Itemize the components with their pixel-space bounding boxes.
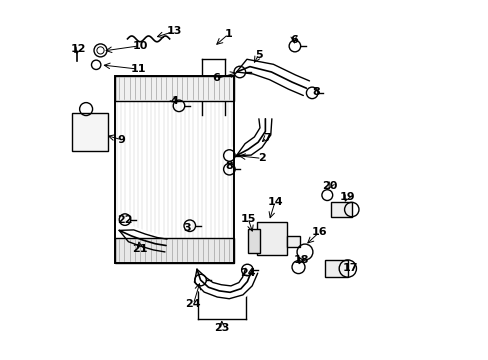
- Text: 22: 22: [117, 215, 132, 225]
- Polygon shape: [247, 229, 260, 253]
- Text: 12: 12: [70, 44, 86, 54]
- Text: 5: 5: [255, 50, 262, 60]
- Polygon shape: [257, 222, 286, 255]
- Polygon shape: [330, 202, 351, 217]
- Text: 19: 19: [339, 192, 354, 202]
- Text: 7: 7: [263, 132, 270, 143]
- Text: 4: 4: [170, 96, 178, 106]
- Text: 14: 14: [267, 197, 283, 207]
- Text: 2: 2: [257, 153, 265, 163]
- Text: 9: 9: [117, 135, 125, 145]
- Text: 8: 8: [225, 161, 233, 171]
- Polygon shape: [115, 76, 233, 101]
- Text: 24: 24: [240, 268, 255, 278]
- Text: 1: 1: [224, 29, 232, 39]
- Text: 6: 6: [290, 35, 298, 45]
- Text: 13: 13: [166, 26, 182, 36]
- Polygon shape: [325, 260, 347, 277]
- Text: 8: 8: [312, 87, 320, 97]
- Text: 16: 16: [311, 227, 326, 237]
- Text: 11: 11: [130, 64, 146, 74]
- Text: 24: 24: [185, 299, 201, 309]
- Text: 21: 21: [132, 244, 147, 254]
- Text: 23: 23: [214, 323, 229, 333]
- Text: 3: 3: [183, 222, 191, 233]
- Text: 15: 15: [240, 213, 255, 224]
- Text: 6: 6: [212, 73, 220, 84]
- Text: 10: 10: [132, 41, 147, 51]
- Polygon shape: [72, 113, 107, 151]
- Polygon shape: [286, 236, 300, 247]
- Text: 20: 20: [322, 181, 337, 191]
- Text: 18: 18: [293, 255, 308, 265]
- Polygon shape: [115, 238, 233, 263]
- Text: 17: 17: [342, 263, 358, 273]
